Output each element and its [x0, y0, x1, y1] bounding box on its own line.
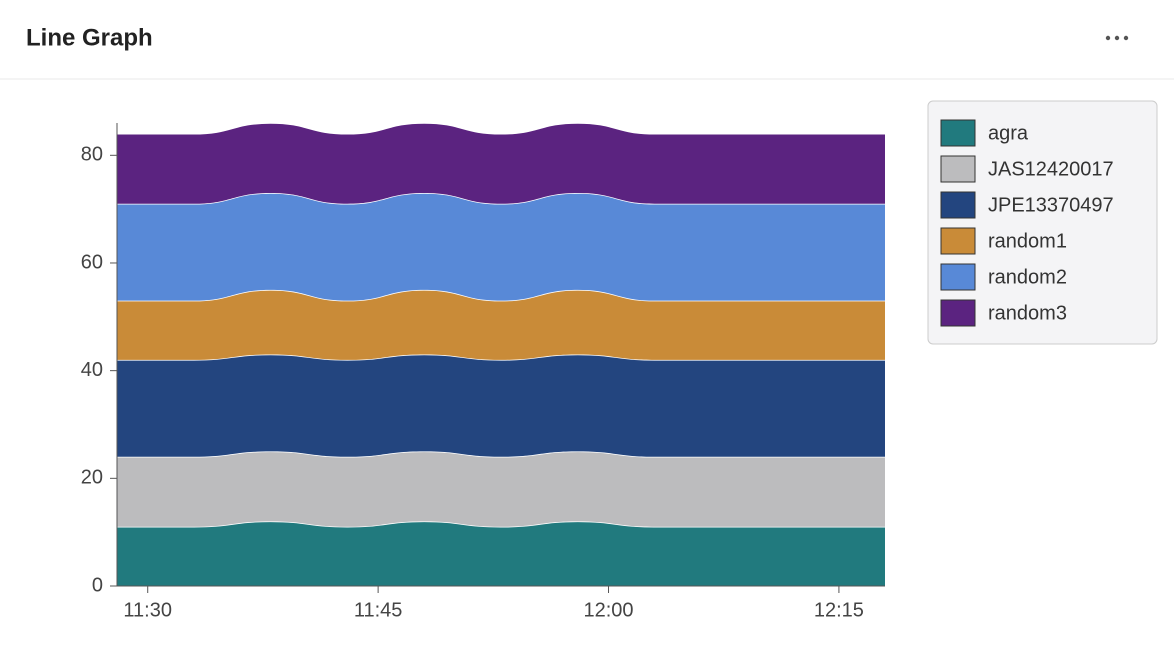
legend-swatch	[940, 227, 976, 255]
area-edge	[117, 192, 885, 205]
y-tick-label: 20	[81, 467, 103, 489]
x-tick-label: 11:30	[123, 599, 172, 621]
area	[117, 289, 885, 360]
menu-button[interactable]	[1105, 35, 1129, 41]
legend-swatch	[940, 263, 976, 291]
area	[117, 451, 885, 527]
legend-label: random2	[988, 266, 1067, 288]
legend-label: agra	[988, 122, 1029, 144]
panel-title: Line Graph	[26, 24, 153, 51]
x-tick-label: 12:00	[583, 599, 633, 621]
legend-swatch	[940, 191, 976, 219]
area	[117, 521, 885, 586]
legend-swatch	[940, 155, 976, 183]
area	[117, 123, 885, 204]
y-tick-label: 80	[81, 144, 103, 166]
y-tick-label: 0	[92, 574, 103, 596]
legend	[927, 100, 1158, 345]
area-edge	[117, 122, 885, 135]
legend-label: JPE13370497	[988, 194, 1114, 216]
area	[117, 354, 885, 457]
legend-swatch	[940, 299, 976, 327]
x-tick-label: 12:15	[814, 599, 864, 621]
area	[117, 192, 885, 301]
area-edge	[116, 353, 885, 361]
y-tick-label: 60	[81, 251, 103, 273]
area-edge	[117, 450, 886, 458]
legend-label: JAS12420017	[988, 158, 1114, 180]
y-tick-label: 40	[81, 359, 103, 381]
legend-swatch	[940, 119, 976, 147]
legend-label: random1	[988, 230, 1067, 252]
x-tick-label: 11:45	[354, 599, 403, 621]
legend-label: random3	[988, 302, 1067, 324]
area-edge	[117, 289, 885, 302]
